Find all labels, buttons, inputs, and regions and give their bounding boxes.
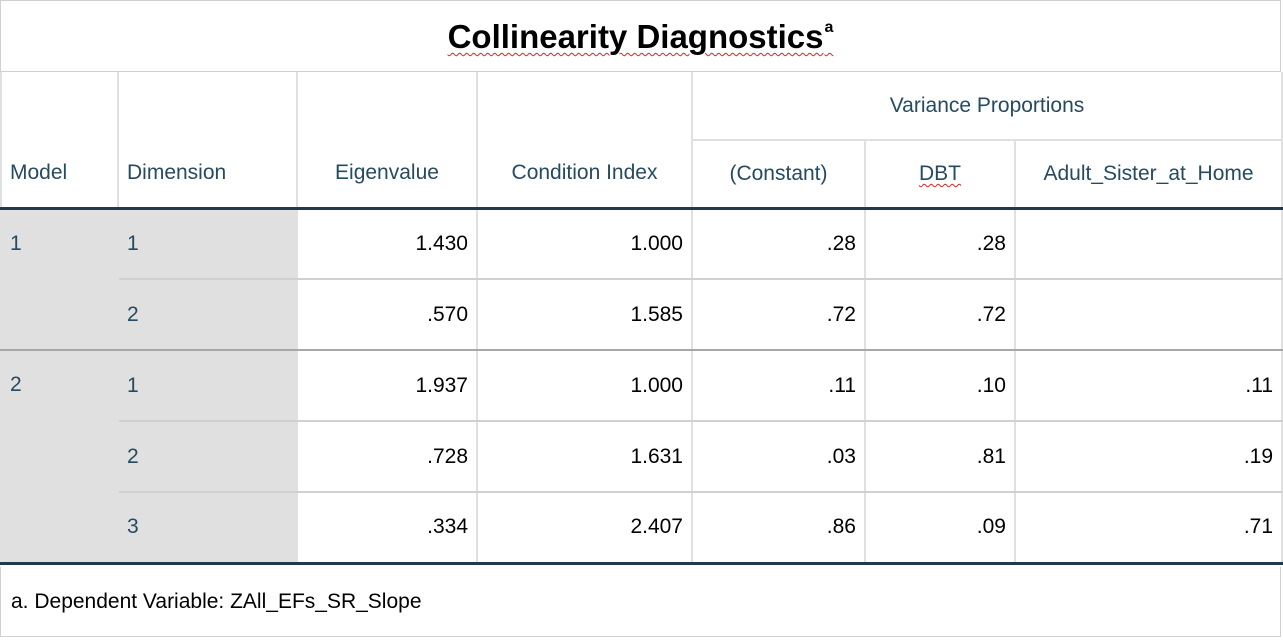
header-dbt-text: DBT: [919, 161, 961, 185]
row-model-2: 2: [0, 350, 119, 565]
table-row: 1 1 1.430 1.000 .28 .28: [0, 208, 1283, 351]
footnote-text: a. Dependent Variable: ZAll_EFs_SR_Slope: [11, 589, 422, 613]
table-row: 2 .728 1.631 .03 .81 .19: [1, 421, 1283, 493]
cell-eigenvalue: .728: [296, 421, 478, 493]
cell-eigenvalue: 1.937: [296, 350, 478, 422]
table-row: 3 .334 2.407 .86 .09 .71: [1, 492, 1283, 565]
cell-dbt: .10: [864, 350, 1016, 422]
header-dbt: DBT: [864, 140, 1016, 208]
header-condition-index: Condition Index: [476, 72, 693, 209]
cell-adult-sister: .71: [1013, 492, 1283, 565]
cell-condition-index: 1.631: [476, 421, 693, 493]
cell-constant: .28: [691, 208, 866, 280]
cell-constant: .72: [691, 279, 866, 351]
header-adult-sister: Adult_Sister_at_Home: [1013, 140, 1283, 208]
row-dimension: 3: [117, 492, 298, 565]
cell-condition-index: 1.000: [476, 208, 693, 280]
cell-constant: .03: [691, 421, 866, 493]
cell-adult-sister: .19: [1013, 421, 1283, 493]
cell-eigenvalue: .334: [296, 492, 478, 565]
cell-adult-sister: [1013, 208, 1283, 280]
row-model-1: 1: [0, 208, 119, 351]
header-dimension: Dimension: [117, 72, 298, 209]
header-group-row: Model Dimension Eigenvalue Condition Ind…: [0, 72, 1283, 209]
cell-dbt: .72: [864, 279, 1016, 351]
row-dimension: 2: [117, 421, 298, 493]
header-row: (Constant) DBT Adult_Sister_at_Home: [1, 140, 1283, 208]
header-variance-proportions: Variance Proportions: [690, 72, 1283, 141]
row-dimension: 1: [117, 208, 298, 280]
table-row: 2 .570 1.585 .72 .72: [1, 279, 1283, 351]
diagnostics-grid: Model Dimension Eigenvalue Condition Ind…: [0, 72, 1283, 565]
table-title-text: Collinearity Diagnostics: [447, 18, 824, 55]
table-title-box: Collinearity Diagnosticsa: [0, 0, 1281, 72]
header-eigenvalue: Eigenvalue: [296, 72, 478, 209]
cell-adult-sister: .11: [1013, 350, 1283, 422]
row-dimension: 1: [117, 350, 298, 422]
cell-condition-index: 1.000: [476, 350, 693, 422]
table-footnote: a. Dependent Variable: ZAll_EFs_SR_Slope: [0, 567, 1281, 637]
cell-constant: .11: [691, 350, 866, 422]
title-footnote-marker: a: [824, 19, 834, 36]
cell-dbt: .09: [864, 492, 1016, 565]
cell-condition-index: 1.585: [476, 279, 693, 351]
cell-adult-sister: [1013, 279, 1283, 351]
table-row: 2 1 1.937 1.000 .11 .10 .11: [0, 350, 1283, 565]
cell-eigenvalue: 1.430: [296, 208, 478, 280]
row-dimension: 2: [117, 279, 298, 351]
cell-dbt: .81: [864, 421, 1016, 493]
cell-dbt: .28: [864, 208, 1016, 280]
cell-constant: .86: [691, 492, 866, 565]
table-title: Collinearity Diagnosticsa: [448, 18, 834, 56]
header-constant: (Constant): [691, 140, 866, 208]
header-model: Model: [0, 72, 119, 209]
cell-eigenvalue: .570: [296, 279, 478, 351]
cell-condition-index: 2.407: [476, 492, 693, 565]
